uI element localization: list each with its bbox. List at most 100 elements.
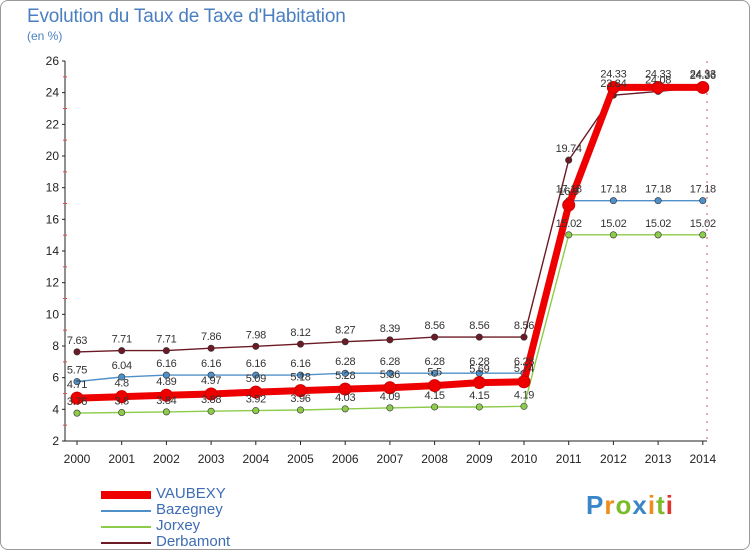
data-label-bazegney: 6.16: [290, 358, 310, 370]
data-label-derbamont: 23.84: [600, 78, 626, 90]
data-point-jorxey: [118, 408, 126, 416]
data-label-bazegney: 6.16: [156, 358, 176, 370]
data-point-vaubexy: [249, 385, 263, 399]
data-label-derbamont: 8.56: [514, 320, 534, 332]
data-label-vaubexy: 24.33: [600, 68, 626, 80]
x-tick-label: 2003: [198, 452, 225, 466]
data-label-jorxey: 3.84: [156, 395, 176, 407]
data-label-derbamont: 8.12: [290, 327, 310, 339]
logo-letter: i: [665, 490, 674, 520]
data-label-derbamont: 7.71: [112, 334, 132, 346]
data-point-jorxey: [565, 231, 573, 239]
data-label-jorxey: 15.02: [600, 218, 626, 230]
data-label-vaubexy: 5.5: [427, 367, 442, 379]
x-tick-label: 2013: [645, 452, 672, 466]
y-tick-label: 4: [52, 402, 59, 416]
y-tick-label: 26: [46, 54, 60, 68]
data-label-derbamont: 19.74: [556, 143, 582, 155]
y-tick-label: 22: [46, 117, 60, 131]
data-label-vaubexy: 4.8: [114, 378, 129, 390]
data-point-vaubexy: [562, 198, 576, 212]
data-point-jorxey: [386, 404, 394, 412]
data-label-jorxey: 4.09: [380, 391, 400, 403]
data-label-bazegney: 17.18: [645, 184, 671, 196]
data-label-vaubexy: 5.36: [380, 369, 400, 381]
data-label-derbamont: 8.27: [335, 325, 355, 337]
data-point-jorxey: [654, 231, 662, 239]
y-tick-label: 16: [46, 212, 60, 226]
legend-label: VAUBEXY: [156, 485, 226, 502]
data-point-bazegney: [431, 369, 439, 377]
data-label-bazegney: 5.75: [67, 365, 87, 377]
data-label-bazegney: 6.16: [201, 358, 221, 370]
logo-letter: o: [615, 490, 633, 520]
logo-letter: i: [647, 490, 657, 520]
data-point-vaubexy: [204, 387, 218, 401]
data-label-vaubexy: 24.33: [690, 68, 716, 80]
y-tick-label: 24: [46, 86, 60, 100]
data-label-derbamont: 8.56: [424, 320, 444, 332]
data-point-jorxey: [252, 407, 260, 415]
chart-unit-label: (en %): [27, 29, 63, 43]
data-label-vaubexy: 24.33: [645, 68, 671, 80]
data-label-derbamont: 7.71: [156, 334, 176, 346]
data-label-bazegney: 6.28: [380, 356, 400, 368]
data-label-bazegney: 6.28: [469, 356, 489, 368]
chart-title: Evolution du Taux de Taxe d'Habitation: [27, 6, 346, 27]
y-tick-label: 12: [46, 276, 60, 290]
data-label-jorxey: 3.92: [246, 394, 266, 406]
x-tick-label: 2002: [153, 452, 180, 466]
data-point-jorxey: [341, 405, 349, 413]
data-point-derbamont: [252, 342, 260, 350]
y-tick-label: 6: [52, 371, 59, 385]
data-point-derbamont: [296, 340, 304, 348]
data-label-derbamont: 24.08: [645, 74, 671, 86]
data-point-derbamont: [475, 333, 483, 341]
data-label-jorxey: 4.15: [469, 390, 489, 402]
y-tick-label: 10: [46, 307, 60, 321]
y-tick-label: 8: [52, 339, 59, 353]
data-point-jorxey: [162, 408, 170, 416]
data-label-jorxey: 15.02: [645, 218, 671, 230]
data-point-vaubexy: [472, 376, 486, 390]
y-tick-label: 18: [46, 181, 60, 195]
data-point-jorxey: [207, 407, 215, 415]
data-point-vaubexy: [294, 384, 307, 398]
data-label-derbamont: 7.98: [246, 329, 266, 341]
data-label-vaubexy: 5.74: [514, 363, 534, 375]
data-label-bazegney: 6.16: [246, 358, 266, 370]
logo-letter: r: [604, 490, 616, 520]
data-point-vaubexy: [338, 382, 352, 396]
x-tick-label: 2014: [689, 452, 716, 466]
data-point-jorxey: [73, 409, 81, 417]
data-point-vaubexy: [159, 388, 173, 402]
data-label-jorxey: 3.76: [67, 396, 87, 408]
data-label-bazegney: 17.18: [556, 184, 582, 196]
data-point-jorxey: [475, 403, 483, 411]
data-label-vaubexy: 5.09: [246, 373, 266, 385]
data-label-jorxey: 3.96: [290, 393, 310, 405]
data-label-jorxey: 4.19: [514, 389, 534, 401]
data-point-vaubexy: [651, 80, 665, 94]
x-tick-label: 2005: [287, 452, 314, 466]
logo-letter: P: [586, 490, 605, 520]
data-point-jorxey: [431, 403, 439, 411]
data-point-jorxey: [296, 406, 304, 414]
proxiti-logo: Proxiti: [586, 490, 674, 521]
x-tick-label: 2010: [511, 452, 538, 466]
data-point-bazegney: [386, 369, 394, 377]
x-tick-label: 2001: [108, 452, 135, 466]
data-point-bazegney: [252, 371, 260, 379]
data-label-jorxey: 3.8: [114, 396, 129, 408]
data-point-derbamont: [207, 344, 215, 352]
x-tick-label: 2000: [64, 452, 91, 466]
data-point-vaubexy: [428, 379, 442, 393]
data-label-bazegney: 17.18: [600, 184, 626, 196]
data-point-derbamont: [386, 336, 394, 344]
y-tick-label: 20: [46, 149, 60, 163]
data-label-jorxey: 4.03: [335, 392, 355, 404]
legend-label: Bazegney: [156, 501, 223, 518]
data-label-jorxey: 4.15: [424, 390, 444, 402]
data-point-vaubexy: [115, 390, 129, 404]
